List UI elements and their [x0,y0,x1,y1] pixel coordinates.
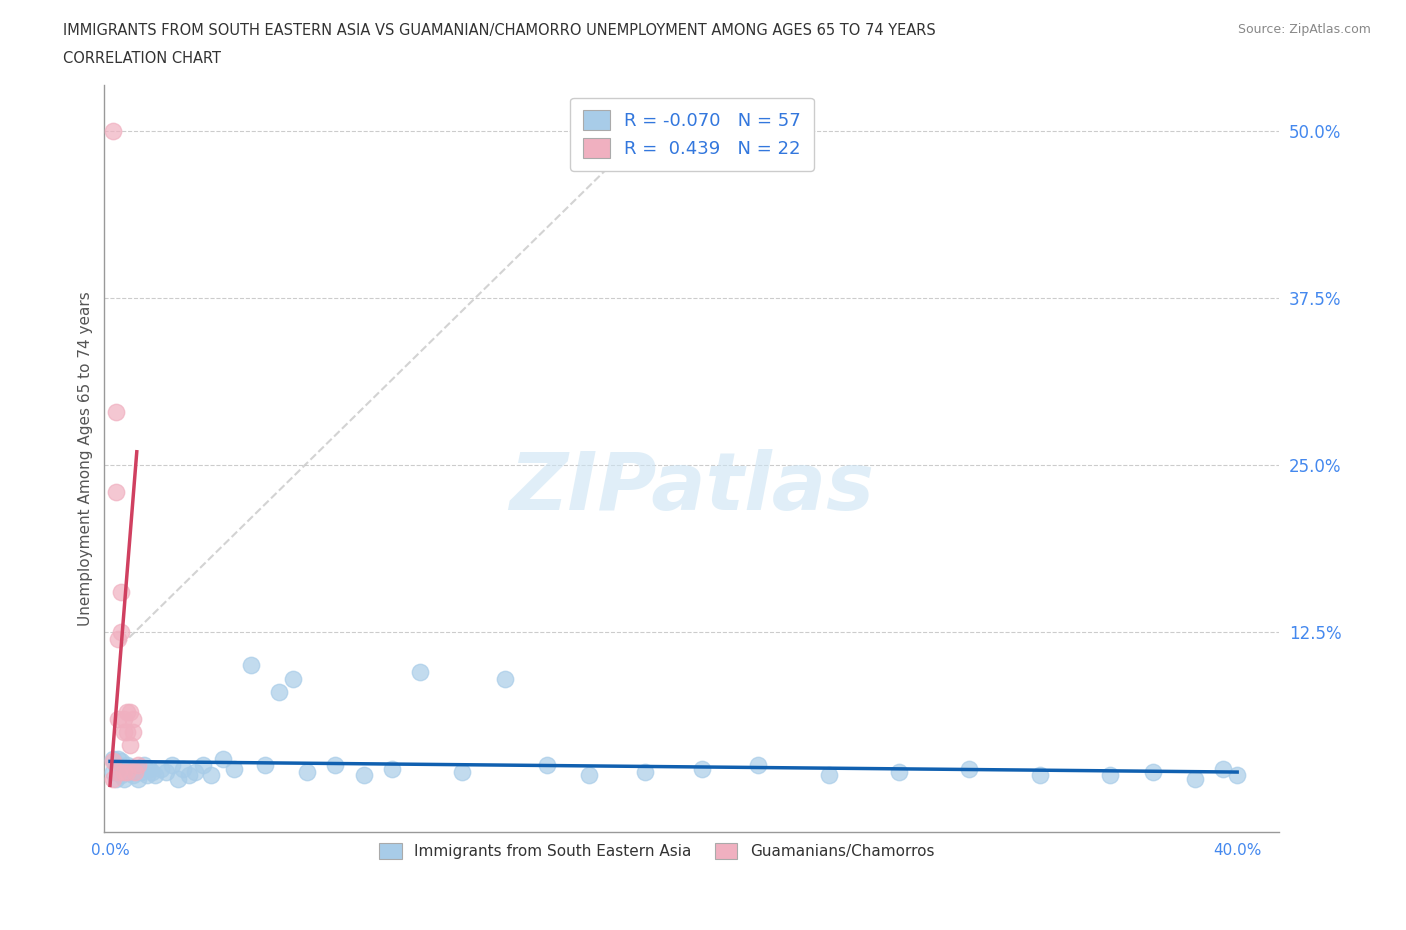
Point [112,711,135,726]
Point [183,764,205,779]
Point [1142,764,1164,779]
Point [121,724,143,739]
Point [104,405,127,419]
Point [121,767,143,782]
Text: 0.0%: 0.0% [90,844,129,858]
Point [155,764,177,779]
Legend: Immigrants from South Eastern Asia, Guamanians/Chamorros: Immigrants from South Eastern Asia, Guam… [373,837,941,866]
Point [110,767,132,782]
Point [634,764,657,779]
Point [129,764,152,779]
Point [200,767,222,782]
Point [1184,771,1206,786]
Point [115,758,138,773]
Point [127,758,149,773]
Point [104,485,127,499]
Point [253,758,276,773]
Point [141,764,163,779]
Point [887,764,910,779]
Point [118,764,141,779]
Point [381,762,404,777]
Point [110,624,132,639]
Point [112,724,135,739]
Point [107,711,129,726]
Point [1099,767,1122,782]
Point [494,671,516,686]
Point [267,684,290,699]
Point [101,751,124,766]
Point [690,762,713,777]
Point [118,705,141,720]
Point [353,767,375,782]
Point [578,767,600,782]
Point [222,762,245,777]
Point [297,764,319,779]
Y-axis label: Unemployment Among Ages 65 to 74 years: Unemployment Among Ages 65 to 74 years [79,291,93,626]
Text: Source: ZipAtlas.com: Source: ZipAtlas.com [1237,23,1371,36]
Text: ZIPatlas: ZIPatlas [509,449,875,527]
Point [112,762,135,777]
Point [124,764,146,779]
Point [135,767,157,782]
Point [101,764,124,779]
Point [172,762,194,777]
Point [817,767,839,782]
Point [177,767,200,782]
Point [536,758,558,773]
Point [124,762,146,777]
Text: CORRELATION CHART: CORRELATION CHART [63,51,221,66]
Point [138,762,160,777]
Point [101,771,124,786]
Point [325,758,347,773]
Point [107,751,129,766]
Point [110,584,132,599]
Point [115,764,138,779]
Point [283,671,305,686]
Point [107,631,129,646]
Text: 40.0%: 40.0% [1213,844,1261,858]
Point [101,124,124,139]
Point [101,754,124,769]
Point [409,665,432,680]
Point [115,724,138,739]
Point [747,758,769,773]
Point [1212,762,1234,777]
Point [191,758,214,773]
Point [127,771,149,786]
Point [211,751,233,766]
Point [104,758,127,773]
Point [1226,767,1249,782]
Point [1029,767,1052,782]
Point [115,705,138,720]
Point [143,767,166,782]
Point [112,771,135,786]
Point [132,758,155,773]
Point [149,762,172,777]
Text: IMMIGRANTS FROM SOUTH EASTERN ASIA VS GUAMANIAN/CHAMORRO UNEMPLOYMENT AMONG AGES: IMMIGRANTS FROM SOUTH EASTERN ASIA VS GU… [63,23,936,38]
Point [121,711,143,726]
Point [107,764,129,779]
Point [110,754,132,769]
Point [107,764,129,779]
Point [118,737,141,752]
Point [451,764,474,779]
Point [959,762,981,777]
Point [160,758,183,773]
Point [104,771,127,786]
Point [166,771,188,786]
Point [239,658,262,672]
Point [112,764,135,779]
